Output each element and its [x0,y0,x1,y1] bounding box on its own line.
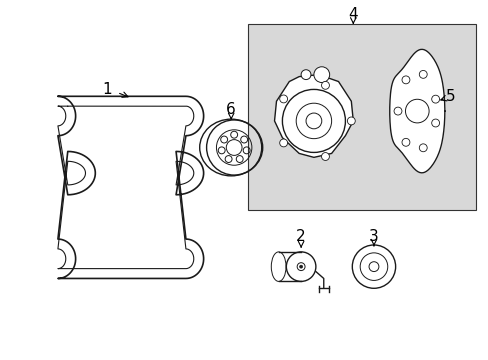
Circle shape [313,67,329,82]
Polygon shape [389,49,444,173]
Circle shape [346,117,355,125]
Text: 2: 2 [296,229,305,244]
Circle shape [401,138,409,146]
Circle shape [401,76,409,84]
Circle shape [279,95,287,103]
Circle shape [299,265,302,268]
Circle shape [393,107,401,115]
Circle shape [431,95,439,103]
Polygon shape [274,75,352,157]
Circle shape [321,153,329,161]
Text: 5: 5 [445,89,455,104]
Circle shape [431,119,439,127]
Circle shape [282,89,345,152]
Circle shape [279,139,287,147]
Circle shape [296,103,331,139]
Circle shape [405,99,428,123]
Text: 1: 1 [102,82,112,97]
Circle shape [321,81,329,89]
Text: 4: 4 [348,7,357,22]
Text: 6: 6 [226,102,236,117]
Circle shape [418,144,427,152]
Circle shape [301,70,310,80]
Circle shape [418,71,427,78]
Circle shape [305,113,321,129]
Text: 3: 3 [368,229,378,244]
Bar [247,24,475,210]
